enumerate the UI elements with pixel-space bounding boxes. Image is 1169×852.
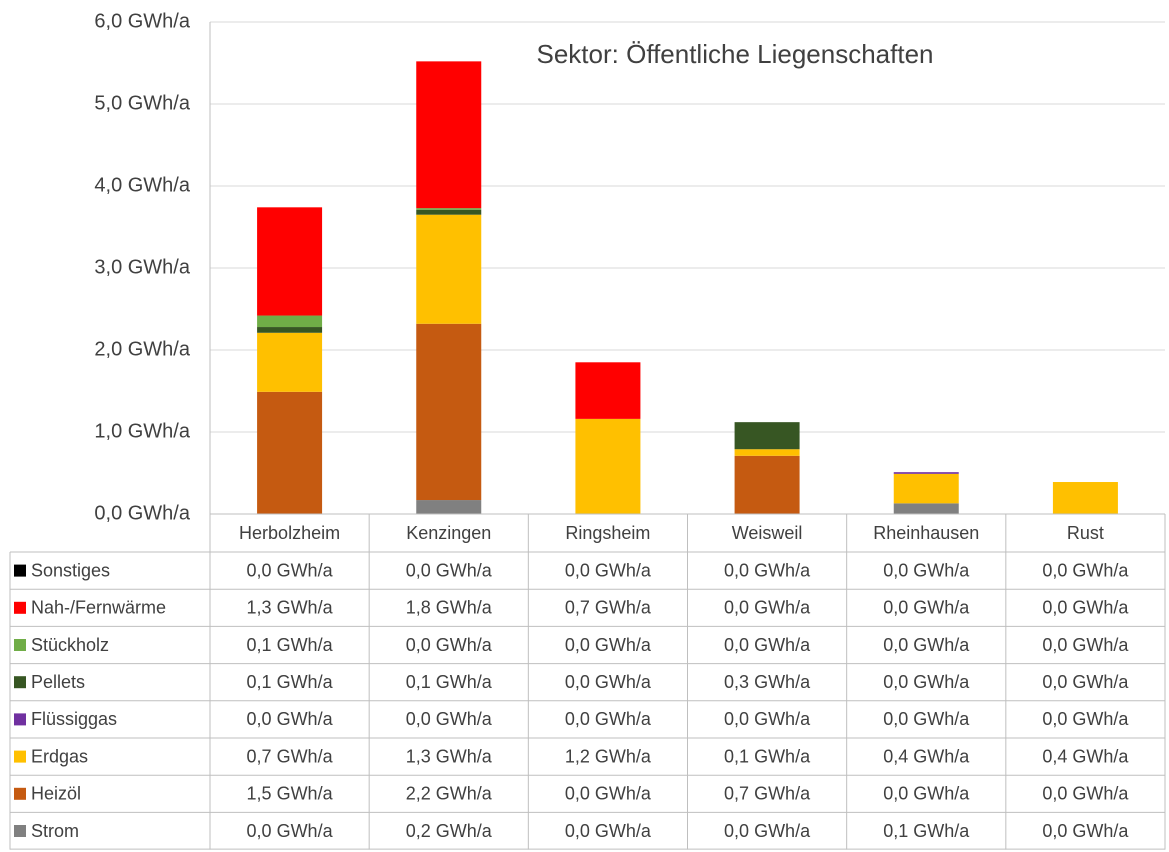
table-cell: 0,1 GWh/a — [406, 672, 493, 692]
table-cell: 0,0 GWh/a — [406, 560, 493, 580]
table-cell: 0,0 GWh/a — [1042, 672, 1129, 692]
table-cell: 0,0 GWh/a — [724, 560, 811, 580]
table-cell: 0,0 GWh/a — [406, 709, 493, 729]
table-cell: 0,0 GWh/a — [565, 635, 652, 655]
legend-swatch — [14, 676, 26, 689]
legend-swatch — [14, 639, 26, 651]
legend-swatch — [14, 825, 26, 837]
bar-segment — [416, 500, 482, 514]
x-tick-label: Rust — [1067, 523, 1104, 543]
table-cell: 1,8 GWh/a — [406, 598, 493, 618]
annotation: Sektor: Öffentliche Liegenschaften — [537, 39, 934, 69]
bar-segment — [734, 449, 800, 456]
table-cell: 0,0 GWh/a — [565, 709, 652, 729]
x-tick-label: Kenzingen — [406, 523, 491, 543]
bar-segment — [416, 209, 482, 215]
table-cell: 0,4 GWh/a — [883, 746, 970, 766]
table-cell: 0,0 GWh/a — [1042, 784, 1129, 804]
legend-label: Sonstiges — [31, 560, 110, 580]
table-cell: 0,4 GWh/a — [1042, 746, 1129, 766]
table-cell: 0,0 GWh/a — [1042, 598, 1129, 618]
bar-segment — [893, 472, 959, 474]
table-cell: 1,2 GWh/a — [565, 746, 652, 766]
bar-segment — [1052, 482, 1118, 514]
bar-segment — [257, 327, 323, 333]
bar-segment — [575, 418, 641, 514]
table-cell: 0,1 GWh/a — [724, 746, 811, 766]
legend-label: Erdgas — [31, 746, 88, 766]
bar-segment — [257, 391, 323, 514]
table-cell: 0,0 GWh/a — [883, 709, 970, 729]
y-tick-label: 6,0 GWh/a — [94, 10, 190, 32]
y-tick-label: 5,0 GWh/a — [94, 92, 190, 114]
legend-swatch — [14, 750, 26, 763]
x-tick-label: Ringsheim — [565, 523, 650, 543]
bar-segment — [416, 208, 482, 210]
table-cell: 0,0 GWh/a — [247, 709, 334, 729]
table-cell: 0,0 GWh/a — [1042, 821, 1129, 841]
table-cell: 0,0 GWh/a — [724, 821, 811, 841]
table-cell: 0,1 GWh/a — [247, 672, 334, 692]
table-cell: 0,7 GWh/a — [247, 746, 334, 766]
bar-segment — [893, 473, 959, 504]
y-tick-label: 3,0 GWh/a — [94, 256, 190, 278]
table-cell: 1,3 GWh/a — [247, 598, 334, 618]
table-cell: 0,0 GWh/a — [724, 635, 811, 655]
bar-segment — [575, 362, 641, 419]
table-cell: 0,0 GWh/a — [883, 598, 970, 618]
legend-swatch — [14, 713, 26, 726]
y-tick-label: 1,0 GWh/a — [94, 420, 190, 442]
legend-swatch — [14, 787, 26, 800]
table-cell: 0,0 GWh/a — [1042, 560, 1129, 580]
y-tick-label: 4,0 GWh/a — [94, 174, 190, 196]
table-cell: 0,0 GWh/a — [883, 672, 970, 692]
legend-label: Pellets — [31, 672, 85, 692]
table-cell: 2,2 GWh/a — [406, 784, 493, 804]
legend-label: Stückholz — [31, 635, 109, 655]
x-tick-label: Weisweil — [732, 523, 803, 543]
bar-segment — [257, 332, 323, 392]
legend-swatch — [14, 564, 26, 577]
table-cell: 0,0 GWh/a — [724, 598, 811, 618]
bar-segment — [734, 422, 800, 450]
bar-segment — [257, 207, 323, 316]
legend-label: Flüssiggas — [31, 709, 117, 729]
bar-segment — [734, 455, 800, 514]
table-cell: 0,0 GWh/a — [565, 672, 652, 692]
table-cell: 0,7 GWh/a — [724, 784, 811, 804]
table-cell: 0,0 GWh/a — [724, 709, 811, 729]
table-cell: 1,3 GWh/a — [406, 746, 493, 766]
legend-swatch — [14, 601, 26, 614]
table-cell: 0,7 GWh/a — [565, 598, 652, 618]
table-cell: 0,0 GWh/a — [883, 560, 970, 580]
bar-segment — [893, 503, 959, 514]
table-cell: 0,0 GWh/a — [1042, 635, 1129, 655]
table-cell: 0,2 GWh/a — [406, 821, 493, 841]
bar-segment — [257, 315, 323, 328]
table-cell: 0,0 GWh/a — [565, 821, 652, 841]
bar-segment — [416, 323, 482, 501]
table-cell: 0,0 GWh/a — [883, 635, 970, 655]
table-cell: 0,0 GWh/a — [565, 560, 652, 580]
table-cell: 0,0 GWh/a — [247, 821, 334, 841]
table-cell: 0,1 GWh/a — [247, 635, 334, 655]
y-tick-label: 2,0 GWh/a — [94, 338, 190, 360]
legend-label: Strom — [31, 821, 79, 841]
table-cell: 1,5 GWh/a — [247, 784, 334, 804]
legend-label: Nah-/Fernwärme — [31, 598, 166, 618]
table-cell: 0,0 GWh/a — [1042, 709, 1129, 729]
x-tick-label: Herbolzheim — [239, 523, 340, 543]
table-cell: 0,0 GWh/a — [406, 635, 493, 655]
y-tick-label: 0,0 GWh/a — [94, 502, 190, 524]
table-cell: 0,3 GWh/a — [724, 672, 811, 692]
table-cell: 0,0 GWh/a — [247, 560, 334, 580]
table-cell: 0,0 GWh/a — [565, 784, 652, 804]
bar-segment — [416, 214, 482, 324]
table-cell: 0,1 GWh/a — [883, 821, 970, 841]
legend-label: Heizöl — [31, 784, 81, 804]
table-cell: 0,0 GWh/a — [883, 784, 970, 804]
x-tick-label: Rheinhausen — [873, 523, 979, 543]
bar-segment — [416, 61, 482, 209]
